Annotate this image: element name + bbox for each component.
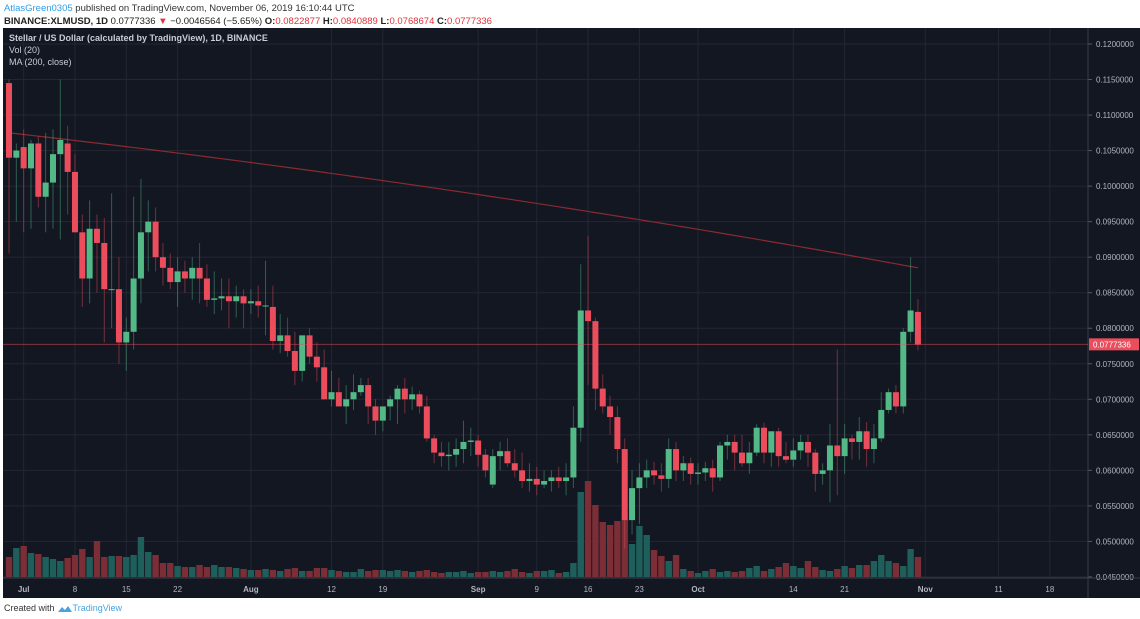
- svg-text:0.0600000: 0.0600000: [1096, 466, 1134, 475]
- svg-text:Sep: Sep: [471, 585, 486, 594]
- footer: Created with TradingView: [4, 603, 122, 613]
- tradingview-link[interactable]: TradingView: [72, 603, 123, 613]
- svg-text:0.1200000: 0.1200000: [1096, 40, 1134, 49]
- author-link[interactable]: AtlasGreen0305: [4, 3, 73, 14]
- svg-text:0.0800000: 0.0800000: [1096, 324, 1134, 333]
- down-arrow-icon: ▼: [158, 16, 168, 27]
- svg-text:14: 14: [789, 585, 798, 594]
- svg-text:16: 16: [584, 585, 593, 594]
- svg-text:0.0950000: 0.0950000: [1096, 218, 1134, 227]
- last-price: 0.0777336: [107, 16, 159, 27]
- svg-text:0.0850000: 0.0850000: [1096, 289, 1134, 298]
- price-change: −0.0046564 (−5.65%): [167, 16, 265, 27]
- svg-text:22: 22: [173, 585, 182, 594]
- svg-text:12: 12: [327, 585, 336, 594]
- close-label: C:: [434, 16, 448, 27]
- svg-text:0.0450000: 0.0450000: [1096, 573, 1134, 582]
- svg-text:0.0550000: 0.0550000: [1096, 502, 1134, 511]
- svg-text:0.0650000: 0.0650000: [1096, 431, 1134, 440]
- svg-text:0.0700000: 0.0700000: [1096, 395, 1134, 404]
- publish-text: published on TradingView.com, November 0…: [72, 3, 355, 14]
- svg-text:0.0750000: 0.0750000: [1096, 360, 1134, 369]
- svg-text:0.0777336: 0.0777336: [1093, 340, 1131, 349]
- svg-text:21: 21: [840, 585, 849, 594]
- svg-text:Aug: Aug: [243, 585, 259, 594]
- legend-ma[interactable]: MA (200, close): [9, 57, 72, 67]
- high-value: 0.0840889: [332, 16, 378, 27]
- symbol-name: BINANCE:XLMUSD, 1D: [4, 16, 108, 27]
- low-label: L:: [377, 16, 390, 27]
- svg-text:0.1050000: 0.1050000: [1096, 147, 1134, 156]
- chart-legend: Stellar / US Dollar (calculated by Tradi…: [9, 32, 268, 68]
- svg-text:Oct: Oct: [691, 585, 705, 594]
- candlestick-chart[interactable]: 0.1200000 0.1150000 0.1100000 0.1050000 0.10…: [3, 28, 1140, 598]
- svg-text:0.0500000: 0.0500000: [1096, 537, 1134, 546]
- svg-text:8: 8: [73, 585, 78, 594]
- high-label: H:: [320, 16, 333, 27]
- svg-text:19: 19: [378, 585, 387, 594]
- publish-info: AtlasGreen0305 published on TradingView.…: [4, 3, 355, 14]
- svg-text:0.1000000: 0.1000000: [1096, 182, 1134, 191]
- open-label: O:: [264, 16, 276, 27]
- svg-text:18: 18: [1045, 585, 1054, 594]
- svg-text:Nov: Nov: [918, 585, 934, 594]
- svg-text:9: 9: [535, 585, 540, 594]
- svg-text:23: 23: [635, 585, 644, 594]
- svg-text:Jul: Jul: [18, 585, 30, 594]
- created-with-text: Created with: [4, 603, 55, 613]
- open-value: 0.0822877: [275, 16, 321, 27]
- low-value: 0.0768674: [389, 16, 435, 27]
- svg-text:11: 11: [994, 585, 1003, 594]
- tradingview-logo-icon: [57, 605, 72, 612]
- symbol-info: BINANCE:XLMUSD, 1D 0.0777336 ▼ −0.004656…: [4, 16, 492, 27]
- svg-text:15: 15: [122, 585, 131, 594]
- svg-text:0.0900000: 0.0900000: [1096, 253, 1134, 262]
- close-value: 0.0777336: [447, 16, 492, 27]
- chart-panel[interactable]: 0.1200000 0.1150000 0.1100000 0.1050000 0.10…: [3, 28, 1140, 598]
- svg-text:0.1150000: 0.1150000: [1096, 76, 1134, 85]
- legend-volume[interactable]: Vol (20): [9, 45, 41, 55]
- svg-text:0.1100000: 0.1100000: [1096, 111, 1134, 120]
- legend-title: Stellar / US Dollar (calculated by Tradi…: [9, 33, 268, 43]
